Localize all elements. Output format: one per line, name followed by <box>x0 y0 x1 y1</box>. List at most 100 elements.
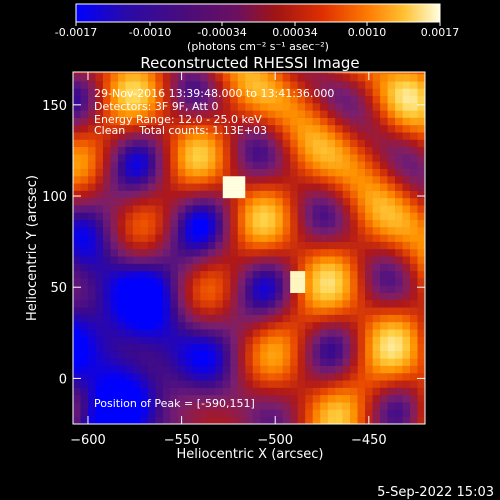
heatmap-cell <box>290 154 298 162</box>
heatmap-cell <box>162 183 171 191</box>
heatmap-cell <box>177 124 186 133</box>
heatmap-cell <box>372 146 381 155</box>
heatmap-cell <box>320 402 328 410</box>
heatmap-cell <box>110 72 119 75</box>
heatmap-cell <box>73 212 81 221</box>
heatmap-cell <box>132 372 141 381</box>
heatmap-cell <box>140 358 149 366</box>
heatmap-cell <box>260 117 269 126</box>
heatmap-cell <box>312 161 321 169</box>
heatmap-cell <box>185 212 194 221</box>
heatmap-cell <box>305 219 313 228</box>
heatmap-cell <box>252 394 261 403</box>
heatmap-cell <box>275 343 283 352</box>
heatmap-cell <box>95 270 104 279</box>
heatmap-cell <box>402 285 411 293</box>
heatmap-cell <box>387 409 396 418</box>
heatmap-cell <box>380 95 388 104</box>
heatmap-cell <box>357 110 366 118</box>
heatmap-cell <box>110 358 119 366</box>
heatmap-cell <box>80 212 89 221</box>
heatmap-cell <box>387 343 396 352</box>
heatmap-cell <box>267 190 276 199</box>
heatmap-cell <box>200 154 209 162</box>
heatmap-cell <box>410 241 418 250</box>
heatmap-cell <box>380 248 388 257</box>
heatmap-cell <box>192 292 201 301</box>
heatmap-cell <box>402 394 411 403</box>
heatmap-cell <box>245 197 254 206</box>
heatmap-cell <box>207 270 216 279</box>
heatmap-cell <box>387 88 396 97</box>
heatmap-cell <box>305 402 313 410</box>
heatmap-cell <box>95 95 104 104</box>
heatmap-cell <box>342 81 351 89</box>
heatmap-cell <box>170 394 179 403</box>
heatmap-cell <box>402 73 411 82</box>
heatmap-cell <box>267 256 276 264</box>
heatmap-cell <box>102 343 111 352</box>
heatmap-cell <box>95 219 104 228</box>
heatmap-cell <box>245 270 254 279</box>
heatmap-cell <box>365 285 373 293</box>
heatmap-cell <box>387 190 396 199</box>
heatmap-cell <box>147 161 156 169</box>
heatmap-cell <box>387 117 396 126</box>
heatmap-cell <box>185 278 194 286</box>
heatmap-cell <box>155 175 164 184</box>
heatmap-cell <box>222 416 231 424</box>
heatmap-cell <box>327 343 336 352</box>
heatmap-cell <box>185 110 194 118</box>
heatmap-cell <box>327 285 336 293</box>
heatmap-cell <box>140 132 149 140</box>
heatmap-cell <box>215 307 224 315</box>
heatmap-cell <box>402 124 411 133</box>
heatmap-cell <box>305 278 313 286</box>
heatmap-cell <box>102 227 111 235</box>
heatmap-cell <box>417 219 425 228</box>
heatmap-cell <box>357 409 366 418</box>
heatmap-cell <box>327 270 336 279</box>
heatmap-cell <box>125 321 134 330</box>
heatmap-cell <box>282 394 291 403</box>
heatmap-cell <box>312 372 321 381</box>
heatmap-cell <box>155 227 164 235</box>
heatmap-cell <box>365 117 373 126</box>
heatmap-cell <box>102 161 111 169</box>
heatmap-cell <box>275 103 283 111</box>
heatmap-cell <box>357 168 366 177</box>
heatmap-cell <box>320 219 328 228</box>
heatmap-cell <box>402 241 411 250</box>
heatmap-cell <box>177 351 186 359</box>
heatmap-cell <box>185 372 194 381</box>
heatmap-cell <box>170 146 179 155</box>
heatmap-cell <box>95 409 104 418</box>
heatmap-cell <box>380 161 388 169</box>
heatmap-cell <box>177 168 186 177</box>
heatmap-cell <box>350 197 358 206</box>
heatmap-cell <box>215 72 224 75</box>
heatmap-cell <box>110 380 119 388</box>
heatmap-cell <box>230 416 239 424</box>
heatmap-cell <box>222 190 231 199</box>
heatmap-cell <box>335 292 343 301</box>
heatmap-cell <box>312 190 321 199</box>
heatmap-cell <box>380 387 388 396</box>
heatmap-cell <box>372 256 381 264</box>
heatmap-cell <box>297 409 306 418</box>
heatmap-cell <box>282 380 291 388</box>
heatmap-cell <box>73 358 81 366</box>
heatmap-cell <box>342 358 351 366</box>
heatmap-cell <box>125 299 134 308</box>
heatmap-cell <box>237 212 246 221</box>
heatmap-cell <box>117 88 126 97</box>
heatmap-cell <box>73 103 81 111</box>
heatmap-cell <box>147 307 156 315</box>
heatmap-cell <box>80 154 89 162</box>
heatmap-cell <box>215 234 224 242</box>
heatmap-cell <box>125 256 134 264</box>
heatmap-cell <box>170 336 179 345</box>
heatmap-cell <box>410 73 418 82</box>
heatmap-cell <box>290 270 298 279</box>
heatmap-cell <box>417 292 425 301</box>
